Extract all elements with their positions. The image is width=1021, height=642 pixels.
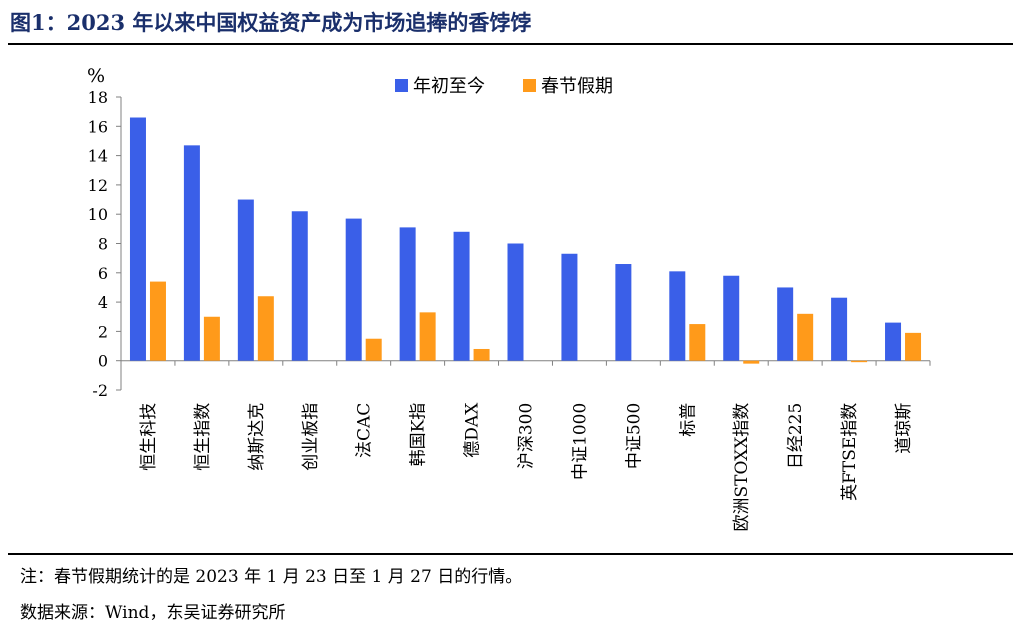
bar-ytd	[561, 253, 578, 361]
y-unit-label: %	[87, 65, 105, 87]
x-category-label: 英FTSE指数	[840, 403, 860, 501]
y-tick-label: 12	[88, 176, 108, 195]
y-tick-label: 0	[98, 352, 108, 371]
bar-chart: -2 0 2 4 6 8 10 12 14 16 18% 恒生科技 恒生指数 纳斯达克 创业板指 法CAC 韩国…	[87, 65, 931, 532]
bar-holiday	[257, 296, 274, 361]
bar-ytd	[507, 243, 524, 361]
chart-note: 注：春节假期统计的是 2023 年 1 月 23 日至 1 月 27 日的行情。	[20, 567, 523, 587]
x-category-label: 法CAC	[355, 403, 375, 458]
x-category-label: 日经225	[786, 403, 806, 469]
bar-ytd	[615, 264, 632, 361]
bar-ytd	[777, 287, 794, 361]
bottom-rule	[8, 553, 1013, 555]
data-source: 数据来源：Wind，东吴证券研究所	[20, 603, 286, 623]
bar-holiday	[149, 281, 166, 361]
y-tick-label: 2	[98, 322, 108, 341]
bar-ytd	[345, 218, 362, 361]
bar-holiday	[473, 348, 490, 361]
x-category-label: 中证1000	[570, 403, 590, 480]
figure-title: 图1：2023 年以来中国权益资产成为市场追捧的香饽饽	[10, 10, 532, 35]
bar-ytd	[885, 322, 902, 361]
bar-ytd	[831, 297, 848, 361]
top-rule	[8, 43, 1013, 45]
bar-ytd	[291, 211, 308, 361]
x-category-label: 恒生科技	[139, 403, 159, 471]
legend-swatch-ytd	[395, 79, 408, 92]
chart-area: -2 0 2 4 6 8 10 12 14 16 18% 恒生科技 恒生指数 纳斯达克 创业板指 法CAC 韩国…	[0, 50, 1021, 550]
x-category-label: 恒生指数	[193, 403, 213, 471]
y-tick-label: 18	[88, 88, 108, 107]
x-category-label: 沪深300	[517, 403, 537, 469]
bar-ytd	[183, 145, 200, 361]
y-tick-label: -2	[92, 381, 108, 400]
bar-holiday	[203, 316, 220, 361]
x-category-label: 欧洲STOXX指数	[732, 403, 752, 532]
legend-swatch-holiday	[523, 79, 536, 92]
x-category-label: 标普	[678, 403, 698, 437]
bar-ytd	[399, 227, 416, 361]
y-tick-label: 8	[98, 235, 108, 254]
bar-holiday	[743, 360, 760, 364]
bar-holiday	[689, 324, 706, 361]
x-category-label: 道琼斯	[894, 403, 914, 454]
x-category-label: 纳斯达克	[247, 403, 267, 471]
bar-ytd	[723, 275, 740, 361]
x-category-label: 韩国K指	[409, 403, 429, 467]
bar-holiday	[365, 338, 382, 361]
y-tick-label: 6	[98, 264, 108, 283]
x-category-label: 创业板指	[301, 403, 321, 471]
y-tick-label: 10	[88, 205, 108, 224]
y-tick-label: 4	[98, 293, 108, 312]
bar-holiday	[419, 312, 436, 361]
bar-ytd	[237, 199, 254, 361]
y-tick-label: 14	[88, 147, 108, 166]
bar-ytd	[669, 271, 686, 361]
bar-holiday	[797, 313, 814, 361]
bar-holiday	[851, 360, 868, 363]
legend-label-holiday: 春节假期	[541, 76, 613, 97]
x-category-label: 德DAX	[463, 402, 483, 458]
y-tick-label: 16	[88, 117, 108, 136]
x-category-label: 中证500	[624, 403, 644, 469]
legend-label-ytd: 年初至今	[413, 76, 485, 97]
bar-holiday	[905, 332, 922, 361]
bar-ytd	[453, 231, 470, 361]
bar-ytd	[129, 117, 146, 361]
